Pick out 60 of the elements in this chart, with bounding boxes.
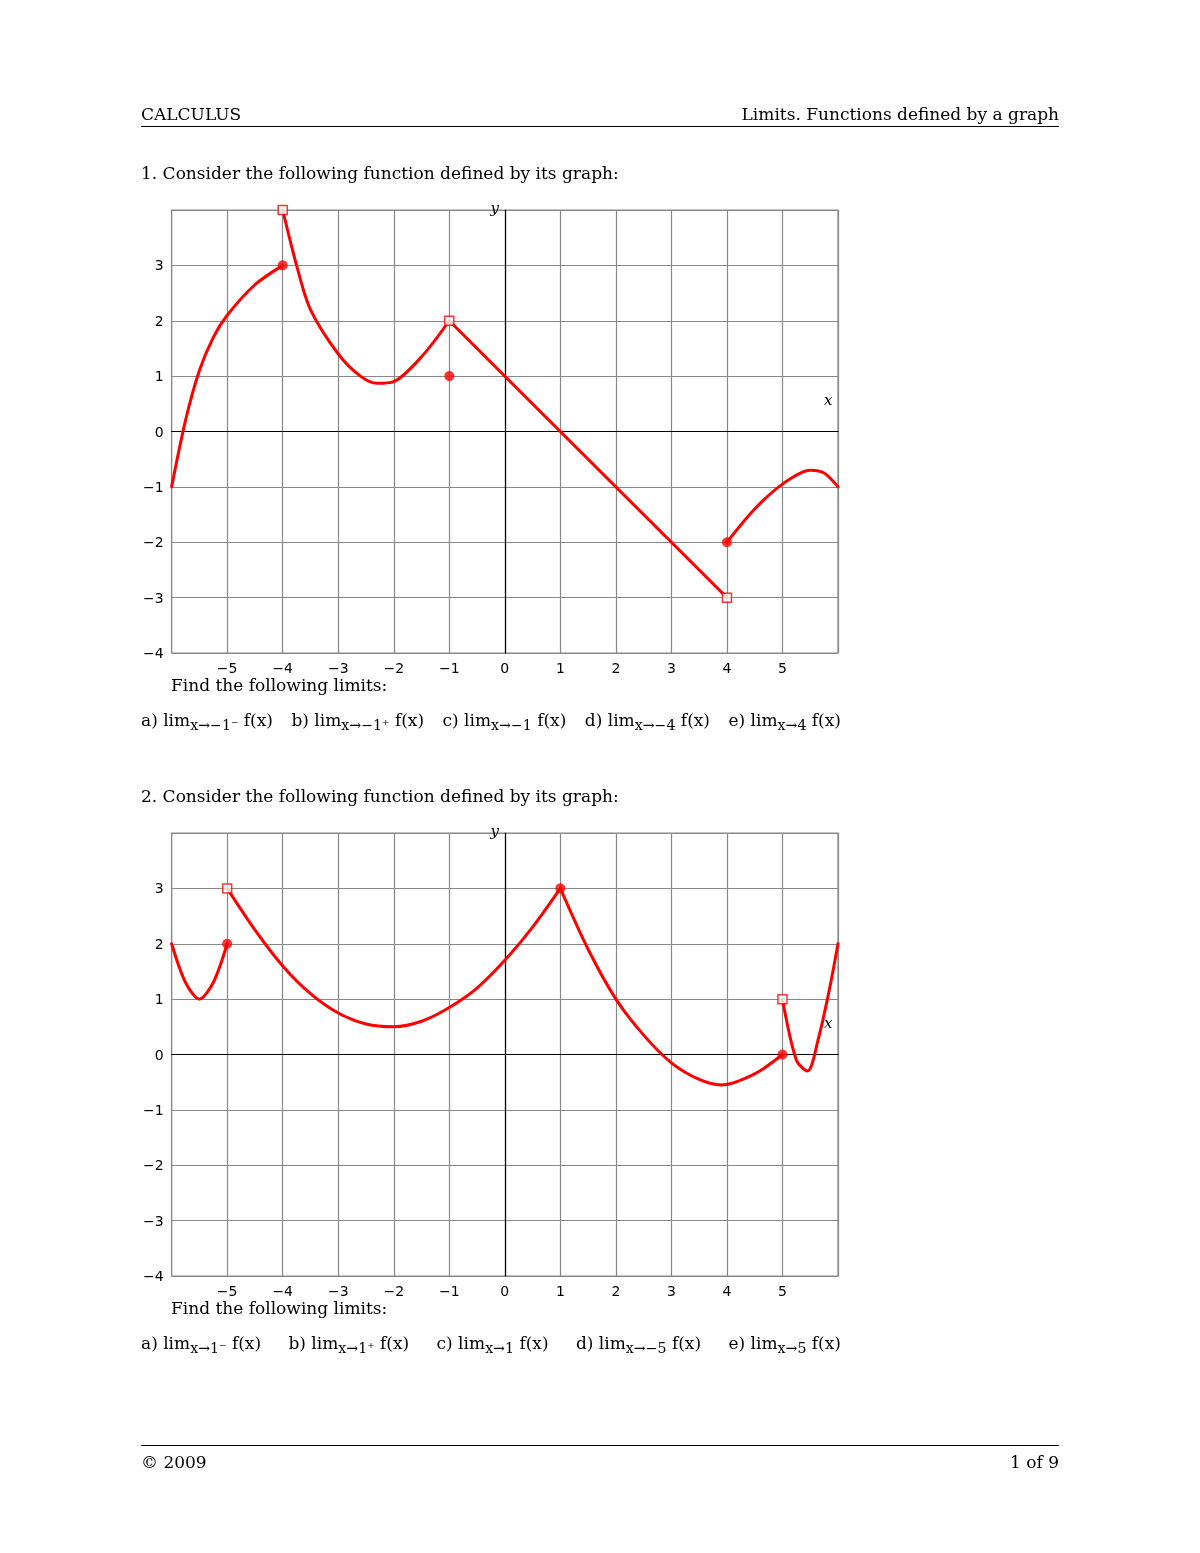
text: Limits. Functions defined by a graph [741, 104, 1059, 124]
x-tick-label: −1 [438, 660, 460, 676]
x-tick-label: −3 [327, 660, 349, 676]
x-tick-label: −3 [327, 1283, 349, 1299]
y-axis-title: y [489, 199, 500, 217]
y-tick-label: −1 [143, 1101, 164, 1118]
y-tick-label: 3 [154, 880, 164, 897]
text: d) lim$_{x→−5}$ f(x) [575, 1333, 702, 1357]
text: CALCULUS [141, 104, 242, 124]
y-tick-label: −4 [143, 1268, 164, 1284]
x-tick-label: −5 [216, 1283, 238, 1299]
y-tick-label: 0 [154, 1046, 164, 1063]
y-tick-label: 2 [154, 935, 164, 952]
text: d) lim$_{x→−4}$ f(x) [584, 710, 710, 734]
x-tick-label: 1 [555, 660, 565, 676]
x-tick-label: −2 [383, 660, 405, 676]
y-tick-label: 1 [154, 368, 164, 385]
x-tick-label: 2 [611, 660, 621, 676]
x-tick-label: −4 [272, 660, 294, 676]
text: e) lim$_{x→5}$ f(x) [728, 1333, 841, 1357]
text: b) lim$_{x→1⁺}$ f(x) [288, 1333, 410, 1357]
y-tick-label: −1 [143, 478, 164, 495]
chart-title: 2. Consider the following function defined by its graph: [141, 786, 619, 806]
y-tick-label: 1 [154, 991, 164, 1008]
x-tick-label: −1 [438, 1283, 460, 1299]
y-tick-label: −2 [143, 1157, 164, 1174]
x-tick-label: 4 [722, 1283, 732, 1299]
y-tick-label: 2 [154, 312, 164, 329]
y-tick-label: −2 [143, 534, 164, 551]
y-axis-title: y [489, 822, 500, 840]
x-tick-label: −5 [216, 660, 238, 676]
y-tick-label: −4 [143, 645, 164, 661]
text: a) lim$_{x→−1⁻}$ f(x) [141, 710, 273, 734]
x-tick-label: 5 [778, 1283, 787, 1299]
y-tick-label: 3 [154, 257, 164, 274]
x-tick-label: 1 [555, 1283, 565, 1299]
text: e) lim$_{x→4}$ f(x) [728, 710, 841, 734]
text: a) lim$_{x→1⁻}$ f(x) [141, 1333, 262, 1357]
x-tick-label: −2 [383, 1283, 405, 1299]
x-tick-label: −4 [272, 1283, 294, 1299]
y-tick-label: −3 [143, 589, 164, 606]
chart-title: 1. Consider the following function defined by its graph: [141, 163, 619, 183]
text: Find the following limits: [171, 1298, 388, 1318]
x-tick-label: 4 [722, 660, 732, 676]
x-axis-title: x [824, 391, 833, 409]
x-axis-title: x [824, 1014, 833, 1032]
x-tick-label: 3 [666, 1283, 676, 1299]
x-tick-label: 2 [611, 1283, 621, 1299]
text: c) lim$_{x→1}$ f(x) [436, 1333, 549, 1357]
x-tick-label: 0 [500, 1283, 510, 1299]
text: Find the following limits: [171, 675, 388, 695]
x-tick-label: 5 [778, 660, 787, 676]
x-tick-label: 0 [500, 660, 510, 676]
text: © 2009 [141, 1452, 207, 1472]
text: c) lim$_{x→−1}$ f(x) [442, 710, 567, 734]
y-tick-label: 0 [154, 423, 164, 440]
text: 1 of 9 [1010, 1452, 1059, 1472]
x-tick-label: 3 [666, 660, 676, 676]
y-tick-label: −3 [143, 1212, 164, 1229]
text: b) lim$_{x→−1⁺}$ f(x) [291, 710, 425, 734]
